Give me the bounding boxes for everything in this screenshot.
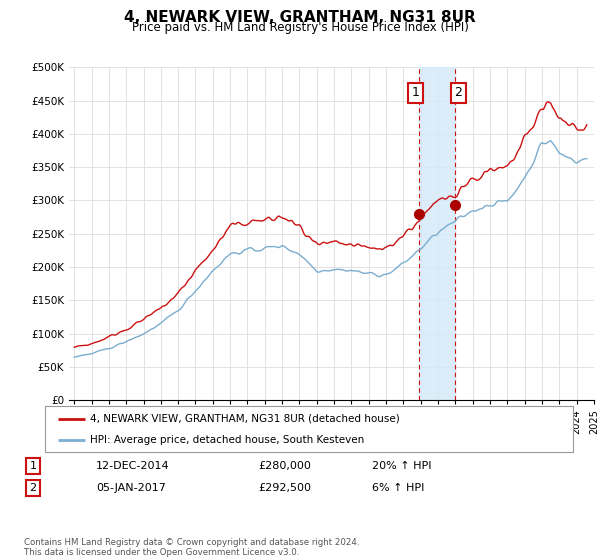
- Text: 12-DEC-2014: 12-DEC-2014: [96, 461, 170, 471]
- Text: 6% ↑ HPI: 6% ↑ HPI: [372, 483, 424, 493]
- Text: 4, NEWARK VIEW, GRANTHAM, NG31 8UR: 4, NEWARK VIEW, GRANTHAM, NG31 8UR: [124, 10, 476, 25]
- Bar: [419, 67, 455, 400]
- Text: Price paid vs. HM Land Registry's House Price Index (HPI): Price paid vs. HM Land Registry's House …: [131, 21, 469, 34]
- Text: 20% ↑ HPI: 20% ↑ HPI: [372, 461, 431, 471]
- Text: 2: 2: [455, 86, 463, 99]
- Text: 4, NEWARK VIEW, GRANTHAM, NG31 8UR (detached house): 4, NEWARK VIEW, GRANTHAM, NG31 8UR (deta…: [90, 414, 400, 424]
- FancyBboxPatch shape: [45, 406, 573, 452]
- Text: 2: 2: [29, 483, 37, 493]
- Text: 1: 1: [29, 461, 37, 471]
- Text: Contains HM Land Registry data © Crown copyright and database right 2024.
This d: Contains HM Land Registry data © Crown c…: [24, 538, 359, 557]
- Text: 1: 1: [412, 86, 419, 99]
- Text: 05-JAN-2017: 05-JAN-2017: [96, 483, 166, 493]
- Text: £292,500: £292,500: [258, 483, 311, 493]
- Text: HPI: Average price, detached house, South Kesteven: HPI: Average price, detached house, Sout…: [90, 436, 364, 445]
- Text: £280,000: £280,000: [258, 461, 311, 471]
